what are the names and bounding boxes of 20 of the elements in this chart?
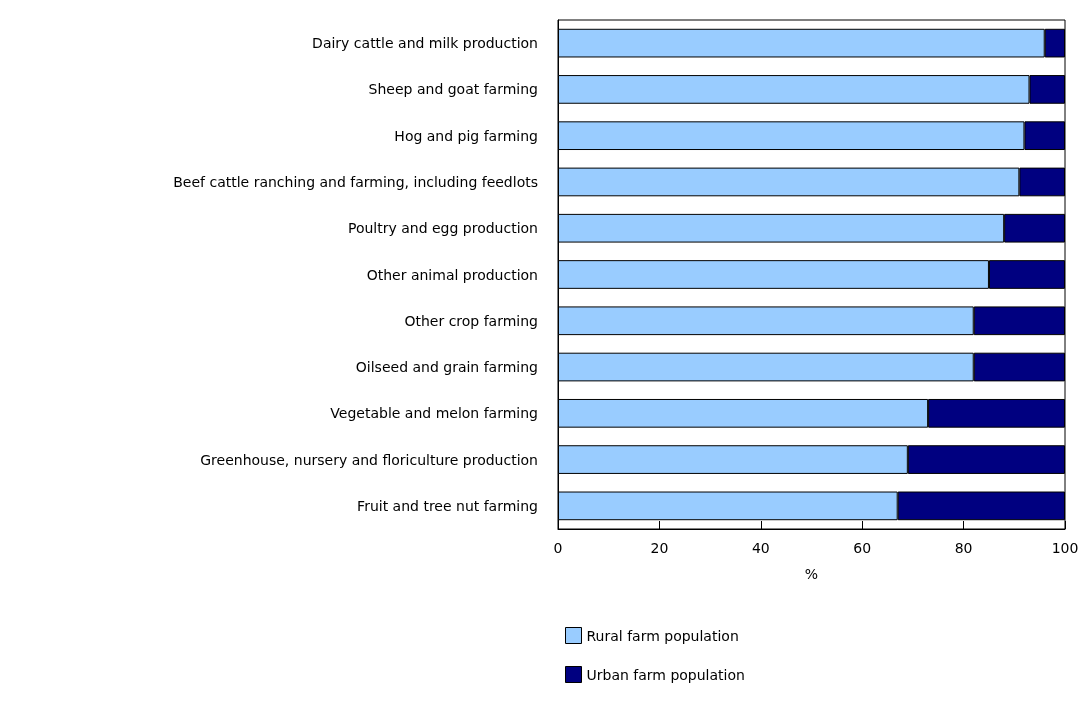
y-tick-label: Hog and pig farming — [394, 127, 538, 144]
y-tick-label: Oilseed and grain farming — [355, 359, 538, 376]
x-tick-label: 60 — [853, 540, 872, 556]
x-tick-label: 0 — [553, 540, 563, 556]
y-tick-label: Poultry and egg production — [347, 220, 538, 237]
y-tick-label: Other crop farming — [404, 312, 538, 329]
x-tick-label: 40 — [751, 540, 770, 556]
x-axis-title: % — [804, 566, 819, 582]
x-tick-label: 80 — [954, 540, 973, 556]
y-tick-label: Other animal production — [366, 266, 538, 283]
legend-label: Rural farm population — [586, 627, 739, 644]
y-tick-label: Greenhouse, nursery and floriculture production — [200, 451, 538, 468]
y-tick-label: Sheep and goat farming — [368, 81, 538, 98]
y-tick-label: Beef cattle ranching and farming, including feedlots — [173, 173, 538, 190]
y-tick-label: Dairy cattle and milk production — [312, 35, 538, 52]
legend-label: Urban farm population — [586, 666, 745, 683]
y-tick-label: Vegetable and melon farming — [330, 405, 538, 422]
y-tick-label: Fruit and tree nut farming — [357, 497, 538, 514]
x-tick-label: 100 — [1051, 540, 1079, 556]
x-tick-label: 20 — [650, 540, 669, 556]
